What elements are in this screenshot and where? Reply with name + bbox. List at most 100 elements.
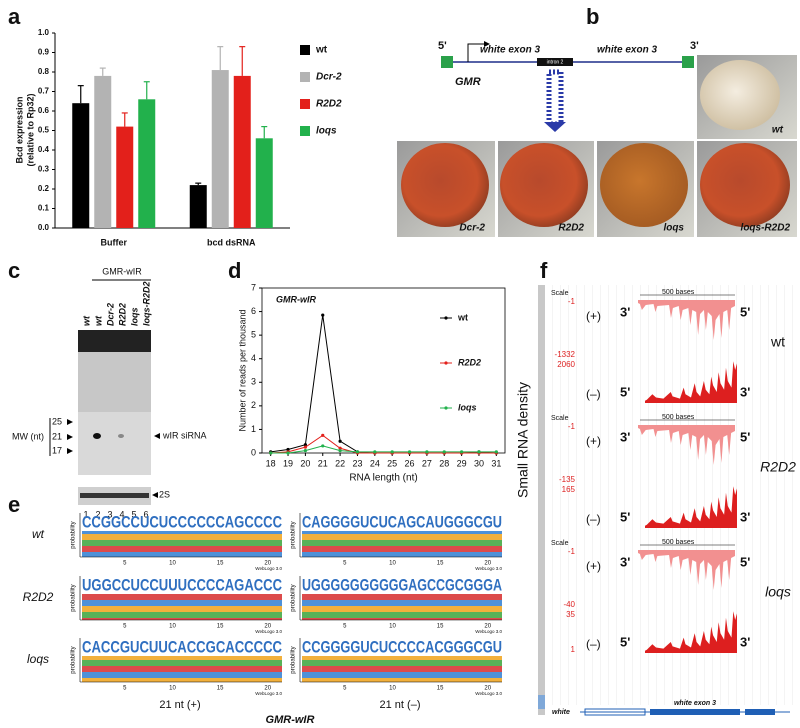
y-tick-label: 0.3 bbox=[38, 165, 50, 174]
track-axis-tick: -1332 bbox=[555, 350, 576, 359]
gene-exon bbox=[745, 709, 775, 715]
y-tick-label: 1 bbox=[251, 424, 256, 434]
end-label: 3' bbox=[620, 554, 630, 569]
track-axis-tick: -40 bbox=[563, 600, 575, 609]
gel-smear bbox=[78, 352, 151, 412]
sirna-band bbox=[118, 434, 124, 438]
lane-label: R2D2 bbox=[117, 303, 127, 326]
plot-frame bbox=[261, 287, 506, 454]
sample-label: wt bbox=[770, 334, 785, 350]
data-point bbox=[303, 443, 307, 447]
panel-label: e bbox=[8, 492, 20, 517]
eye-photos: wt Dcr-2 R2D2 loqs loqs-R2D2 bbox=[397, 55, 797, 237]
legend-marker bbox=[444, 316, 448, 320]
end-box bbox=[682, 56, 694, 68]
data-point bbox=[425, 450, 429, 454]
logo-y-label: probability bbox=[291, 521, 297, 548]
sample-label: R2D2 bbox=[760, 459, 796, 475]
logo-x-tick: 20 bbox=[484, 686, 491, 692]
exon-label: white exon 3 bbox=[597, 45, 657, 56]
track-axis-tick: 35 bbox=[566, 610, 575, 619]
panel-label: f bbox=[540, 258, 548, 283]
end-label: 3' bbox=[740, 509, 750, 524]
bar bbox=[233, 75, 251, 229]
gene-exon bbox=[584, 708, 646, 716]
logo-x-tick: 10 bbox=[389, 561, 396, 567]
lane-number: 4 bbox=[119, 509, 124, 519]
legend-label: Dcr-2 bbox=[316, 72, 342, 83]
series-line bbox=[270, 434, 497, 454]
scale-bar-label: 500 bases bbox=[662, 414, 695, 421]
track-axis-tick: -135 bbox=[559, 475, 576, 484]
gel: GMR-wIR wt wt Dcr-2 R2D2 loqs loqs-R2D2 … bbox=[12, 266, 207, 519]
logo-lower-letters bbox=[82, 594, 282, 620]
marker-label: 25 bbox=[52, 416, 62, 426]
logo-x-tick: 20 bbox=[264, 561, 271, 567]
sirna-band bbox=[93, 433, 101, 439]
scale-bar-label: 500 bases bbox=[662, 539, 695, 546]
x-tick-label: 28 bbox=[439, 458, 449, 468]
data-point bbox=[442, 450, 446, 454]
logo-lower-letters bbox=[82, 656, 282, 682]
track-axis-tick: 1 bbox=[571, 645, 576, 654]
bar bbox=[138, 99, 156, 228]
logo-credit: WebLogo 3.0 bbox=[255, 629, 282, 634]
y-tick-label: 4 bbox=[251, 353, 256, 363]
logo-y-label: probability bbox=[291, 584, 297, 611]
bar bbox=[94, 75, 112, 229]
logo-x-tick: 15 bbox=[437, 686, 444, 692]
data-point bbox=[355, 450, 360, 454]
strand-label: (–) bbox=[586, 387, 601, 401]
end-label: 5' bbox=[740, 429, 750, 444]
legend-label: R2D2 bbox=[458, 357, 481, 367]
data-point bbox=[373, 450, 377, 454]
x-tick-label: 29 bbox=[457, 458, 467, 468]
eye-label: R2D2 bbox=[558, 223, 584, 234]
lane-number: 6 bbox=[143, 509, 148, 519]
logo-x-tick: 20 bbox=[484, 561, 491, 567]
y-axis-label: (relative to Rp32) bbox=[25, 93, 35, 166]
legend-marker bbox=[444, 406, 448, 410]
x-axis-label: RNA length (nt) bbox=[349, 473, 417, 484]
logo-x-tick: 20 bbox=[484, 624, 491, 630]
x-tick-label: 24 bbox=[370, 458, 380, 468]
gene-exon bbox=[650, 709, 740, 715]
track-axis-tick: -1 bbox=[568, 422, 576, 431]
bar bbox=[255, 138, 273, 228]
logo-x-tick: 5 bbox=[123, 561, 127, 567]
exon-label: white exon 3 bbox=[480, 45, 540, 56]
eye bbox=[600, 143, 688, 227]
gmr-box bbox=[441, 56, 453, 68]
panel-label: a bbox=[8, 4, 21, 29]
band-label: wIR siRNA bbox=[162, 430, 207, 440]
marker-label: 21 bbox=[52, 431, 62, 441]
promoter-arrowhead bbox=[484, 41, 490, 47]
data-point bbox=[338, 446, 342, 450]
track-grid bbox=[548, 285, 800, 705]
strand-label: (–) bbox=[586, 512, 601, 526]
data-point bbox=[407, 450, 412, 454]
y-tick-label: 0.2 bbox=[38, 184, 50, 193]
data-point bbox=[460, 450, 464, 454]
logo-y-label: probability bbox=[71, 646, 77, 673]
track-sidebar bbox=[538, 285, 545, 715]
y-axis-label: Number of reads per thousand bbox=[237, 309, 247, 431]
loading-label: 2S bbox=[159, 489, 170, 499]
y-tick-label: 0.6 bbox=[38, 106, 50, 115]
eye bbox=[500, 143, 588, 227]
x-tick-label: 23 bbox=[352, 458, 362, 468]
lane-label: loqs-R2D2 bbox=[141, 281, 151, 326]
x-tick-label: 20 bbox=[300, 458, 310, 468]
x-tick-label: 21 bbox=[318, 458, 328, 468]
logo-y-label: probability bbox=[71, 584, 77, 611]
y-tick-label: 0.8 bbox=[38, 67, 50, 76]
scale-label: Scale bbox=[551, 415, 569, 422]
data-point bbox=[390, 450, 394, 454]
logo-sequence: CACCGUCUUCACCGCACCCCC bbox=[82, 637, 282, 656]
end-label: 3' bbox=[740, 384, 750, 399]
logo-x-tick: 10 bbox=[169, 686, 176, 692]
loading-band bbox=[80, 493, 149, 498]
end-label: 5' bbox=[620, 634, 630, 649]
hairpin-arrowhead bbox=[544, 122, 566, 132]
logo-row-label: wt bbox=[32, 527, 45, 541]
